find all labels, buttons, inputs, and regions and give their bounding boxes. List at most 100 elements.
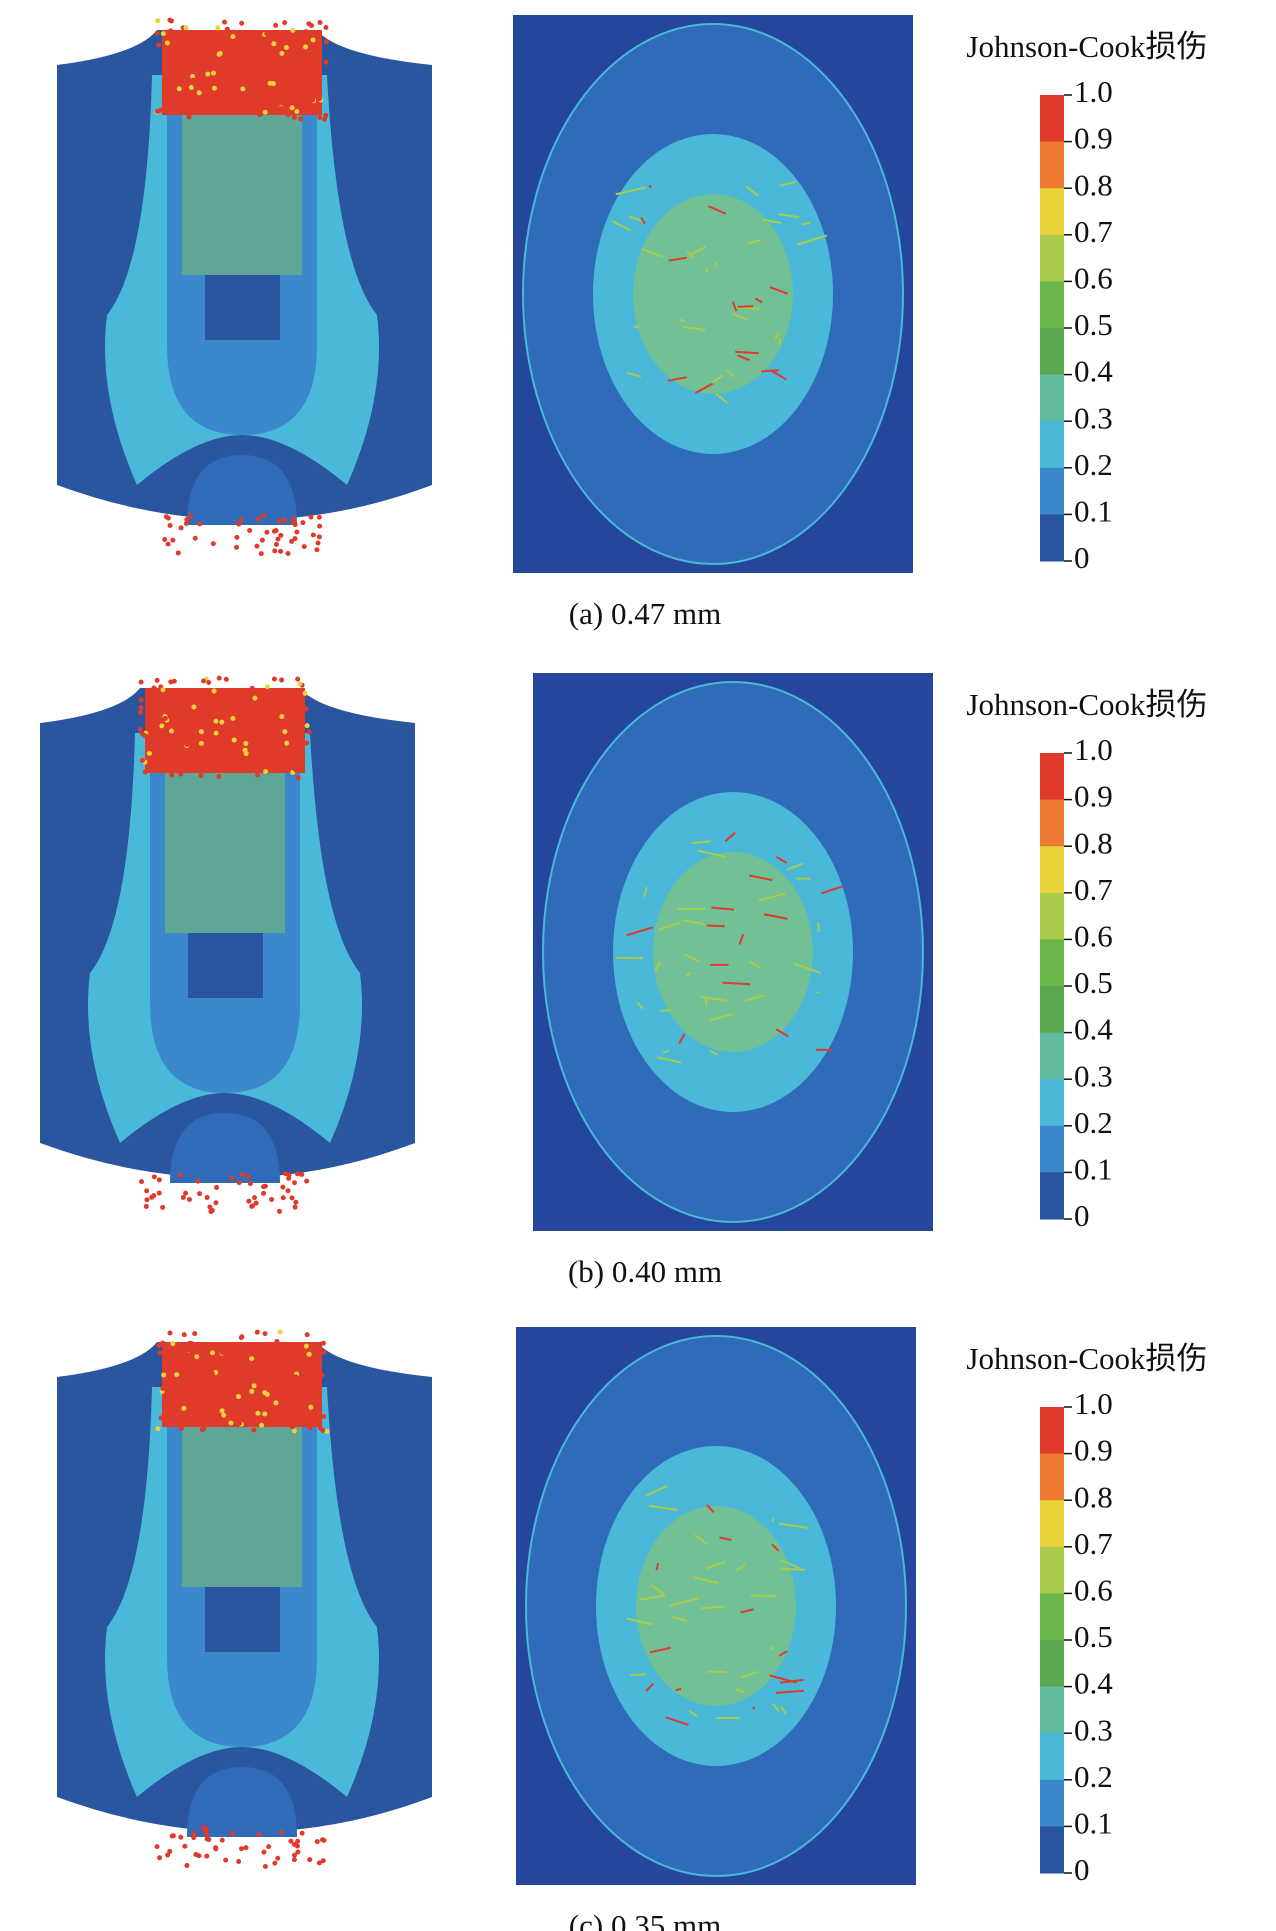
damage-dot — [207, 1204, 213, 1210]
damage-dot — [262, 758, 268, 764]
damage-dot — [219, 1837, 225, 1843]
damage-dot — [204, 717, 210, 723]
damage-dot — [206, 1837, 212, 1843]
crack — [748, 960, 762, 969]
damage-dot — [291, 712, 297, 718]
damage-dot — [211, 70, 217, 76]
top-view-image — [513, 15, 913, 573]
colorbar-tick-label: 0.2 — [1074, 447, 1113, 482]
damage-dot — [221, 1372, 227, 1378]
damage-dot — [184, 727, 190, 733]
damage-dot — [210, 1394, 216, 1400]
damage-dot — [203, 1826, 209, 1832]
crack — [707, 205, 727, 215]
damage-dot — [247, 1181, 253, 1187]
damage-dot — [188, 48, 194, 54]
damage-dot — [187, 1374, 193, 1380]
damage-dot — [236, 521, 242, 527]
damage-dot — [160, 1340, 166, 1346]
damage-dot — [247, 527, 253, 533]
crack — [754, 297, 763, 304]
damage-dot — [239, 73, 245, 79]
damage-dot — [218, 106, 224, 112]
damage-dot — [216, 675, 222, 681]
damage-dot — [188, 89, 194, 95]
damage-dot — [272, 1421, 278, 1427]
crack — [636, 1001, 644, 1010]
damage-dot — [166, 1399, 172, 1405]
legend-title: Johnson-Cook损伤 — [966, 687, 1207, 722]
damage-dot — [286, 1357, 292, 1363]
damage-dot — [315, 540, 321, 546]
damage-dot — [177, 1361, 183, 1367]
damage-dot — [284, 1370, 290, 1376]
crack — [626, 926, 654, 937]
damage-dot — [197, 1191, 203, 1197]
damage-dot — [255, 1358, 261, 1364]
damage-dot — [284, 740, 290, 746]
crack — [665, 1716, 689, 1726]
damage-dot — [272, 739, 278, 745]
crack — [681, 919, 705, 926]
damage-dot — [299, 1172, 305, 1178]
damage-dot — [203, 1831, 209, 1837]
damage-dot — [211, 696, 217, 702]
damage-dot — [194, 1354, 200, 1360]
colorbar-segment — [1040, 141, 1064, 189]
damage-dot — [253, 761, 259, 767]
damage-dot — [288, 1838, 294, 1844]
damage-dot — [263, 769, 269, 775]
damage-dot — [209, 1366, 215, 1372]
crack — [690, 245, 707, 256]
caption: (a) 0.47 mm — [569, 596, 721, 631]
damage-dot — [194, 57, 200, 63]
colorbar-tick-label: 0.5 — [1074, 965, 1113, 1000]
damage-dot — [283, 1411, 289, 1417]
caption: (c) 0.35 mm — [569, 1908, 721, 1931]
damage-dot — [173, 109, 179, 115]
damage-dot — [172, 1401, 178, 1407]
damage-dot — [279, 746, 285, 752]
damage-dot — [173, 99, 179, 105]
colorbar-segment — [1040, 1686, 1064, 1734]
damage-dot — [281, 1401, 287, 1407]
damage-dot — [292, 1348, 298, 1354]
crack — [704, 267, 709, 274]
damage-dot — [157, 1350, 163, 1356]
damage-dot — [170, 1418, 176, 1424]
damage-dot — [196, 90, 202, 96]
damage-dot — [216, 758, 222, 764]
damage-dot — [146, 719, 152, 725]
panel: Johnson-Cook损伤 1.0 0.9 0.8 0.7 0.6 0.5 0.4 0.3 0.… — [57, 15, 1208, 631]
damage-dot — [190, 73, 196, 79]
damage-dot — [249, 1356, 255, 1362]
damage-dot — [162, 537, 168, 543]
damage-dot — [264, 31, 270, 37]
damage-dot — [211, 85, 217, 91]
damage-core — [653, 852, 813, 1052]
colorbar-tick-label: 0.9 — [1074, 1433, 1113, 1468]
damage-dot — [204, 1853, 210, 1859]
damage-dot — [148, 711, 154, 717]
damage-dot — [239, 1171, 245, 1177]
crack — [682, 326, 706, 332]
damage-dot — [178, 771, 184, 777]
damage-dot — [267, 109, 273, 115]
damage-dot — [168, 28, 174, 34]
top-damage — [162, 30, 322, 115]
damage-dot — [266, 1844, 272, 1850]
damage-dot — [234, 534, 240, 540]
damage-dot — [139, 758, 145, 764]
damage-dot — [289, 693, 295, 699]
damage-dot — [300, 742, 306, 748]
damage-dot — [181, 1332, 187, 1338]
colorbar-tick-label: 0.1 — [1074, 1806, 1113, 1841]
colorbar-segment — [1040, 234, 1064, 282]
colorbar-segment — [1040, 986, 1064, 1034]
damage-dot — [272, 548, 278, 554]
damage-dot — [203, 41, 209, 47]
damage-dot — [166, 693, 172, 699]
damage-dot — [303, 44, 309, 50]
crack — [769, 286, 788, 295]
damage-dot — [211, 688, 217, 694]
